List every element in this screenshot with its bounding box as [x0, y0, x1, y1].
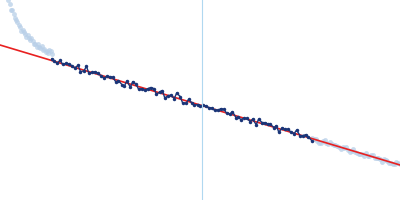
Point — [366, 154, 373, 157]
Point — [13, 19, 19, 22]
Point — [27, 38, 34, 41]
Point — [36, 45, 42, 48]
Point — [345, 148, 351, 151]
Point — [31, 43, 37, 46]
Point — [18, 29, 24, 32]
Point — [361, 154, 367, 157]
Point — [316, 141, 322, 144]
Point — [318, 142, 324, 145]
Point — [352, 150, 358, 154]
Point — [46, 49, 53, 52]
Point — [377, 158, 384, 161]
Point — [397, 163, 400, 166]
Point — [14, 20, 20, 24]
Point — [363, 151, 369, 155]
Point — [44, 50, 50, 53]
Point — [392, 162, 398, 165]
Point — [325, 142, 331, 146]
Point — [310, 138, 317, 141]
Point — [312, 137, 319, 141]
Point — [35, 42, 41, 46]
Point — [10, 12, 17, 16]
Point — [323, 141, 330, 144]
Point — [26, 36, 32, 39]
Point — [343, 146, 349, 149]
Point — [348, 149, 355, 152]
Point — [332, 144, 338, 147]
Point — [20, 31, 27, 34]
Point — [314, 140, 320, 143]
Point — [388, 161, 394, 164]
Point — [6, 3, 13, 6]
Point — [359, 152, 366, 156]
Point — [395, 161, 400, 164]
Point — [37, 46, 44, 49]
Point — [372, 156, 378, 159]
Point — [23, 36, 30, 39]
Point — [336, 145, 342, 149]
Point — [30, 40, 36, 43]
Point — [309, 136, 315, 139]
Point — [370, 154, 376, 157]
Point — [334, 145, 340, 148]
Point — [320, 140, 326, 143]
Point — [381, 158, 387, 161]
Point — [42, 51, 49, 54]
Point — [364, 154, 371, 157]
Point — [346, 151, 353, 154]
Point — [356, 152, 362, 156]
Point — [321, 138, 328, 141]
Point — [22, 32, 28, 35]
Point — [9, 9, 16, 12]
Point — [375, 156, 382, 159]
Point — [34, 45, 40, 49]
Point — [338, 147, 344, 151]
Point — [330, 143, 337, 147]
Point — [24, 33, 31, 36]
Point — [12, 17, 18, 20]
Point — [350, 147, 356, 151]
Point — [17, 26, 23, 29]
Point — [49, 52, 55, 55]
Point — [341, 147, 348, 150]
Point — [374, 156, 380, 159]
Point — [339, 146, 346, 149]
Point — [38, 45, 45, 48]
Point — [45, 51, 51, 54]
Point — [354, 152, 360, 155]
Point — [19, 28, 26, 32]
Point — [386, 161, 392, 164]
Point — [327, 140, 333, 143]
Point — [28, 36, 35, 39]
Point — [5, 0, 12, 2]
Point — [393, 161, 400, 164]
Point — [48, 49, 54, 52]
Point — [328, 143, 335, 146]
Point — [8, 9, 14, 12]
Point — [16, 24, 22, 27]
Point — [382, 158, 389, 161]
Point — [390, 162, 396, 165]
Point — [379, 160, 385, 163]
Point — [40, 49, 46, 52]
Point — [41, 47, 48, 50]
Point — [357, 153, 364, 156]
Point — [368, 153, 374, 156]
Point — [32, 42, 38, 45]
Point — [384, 159, 391, 162]
